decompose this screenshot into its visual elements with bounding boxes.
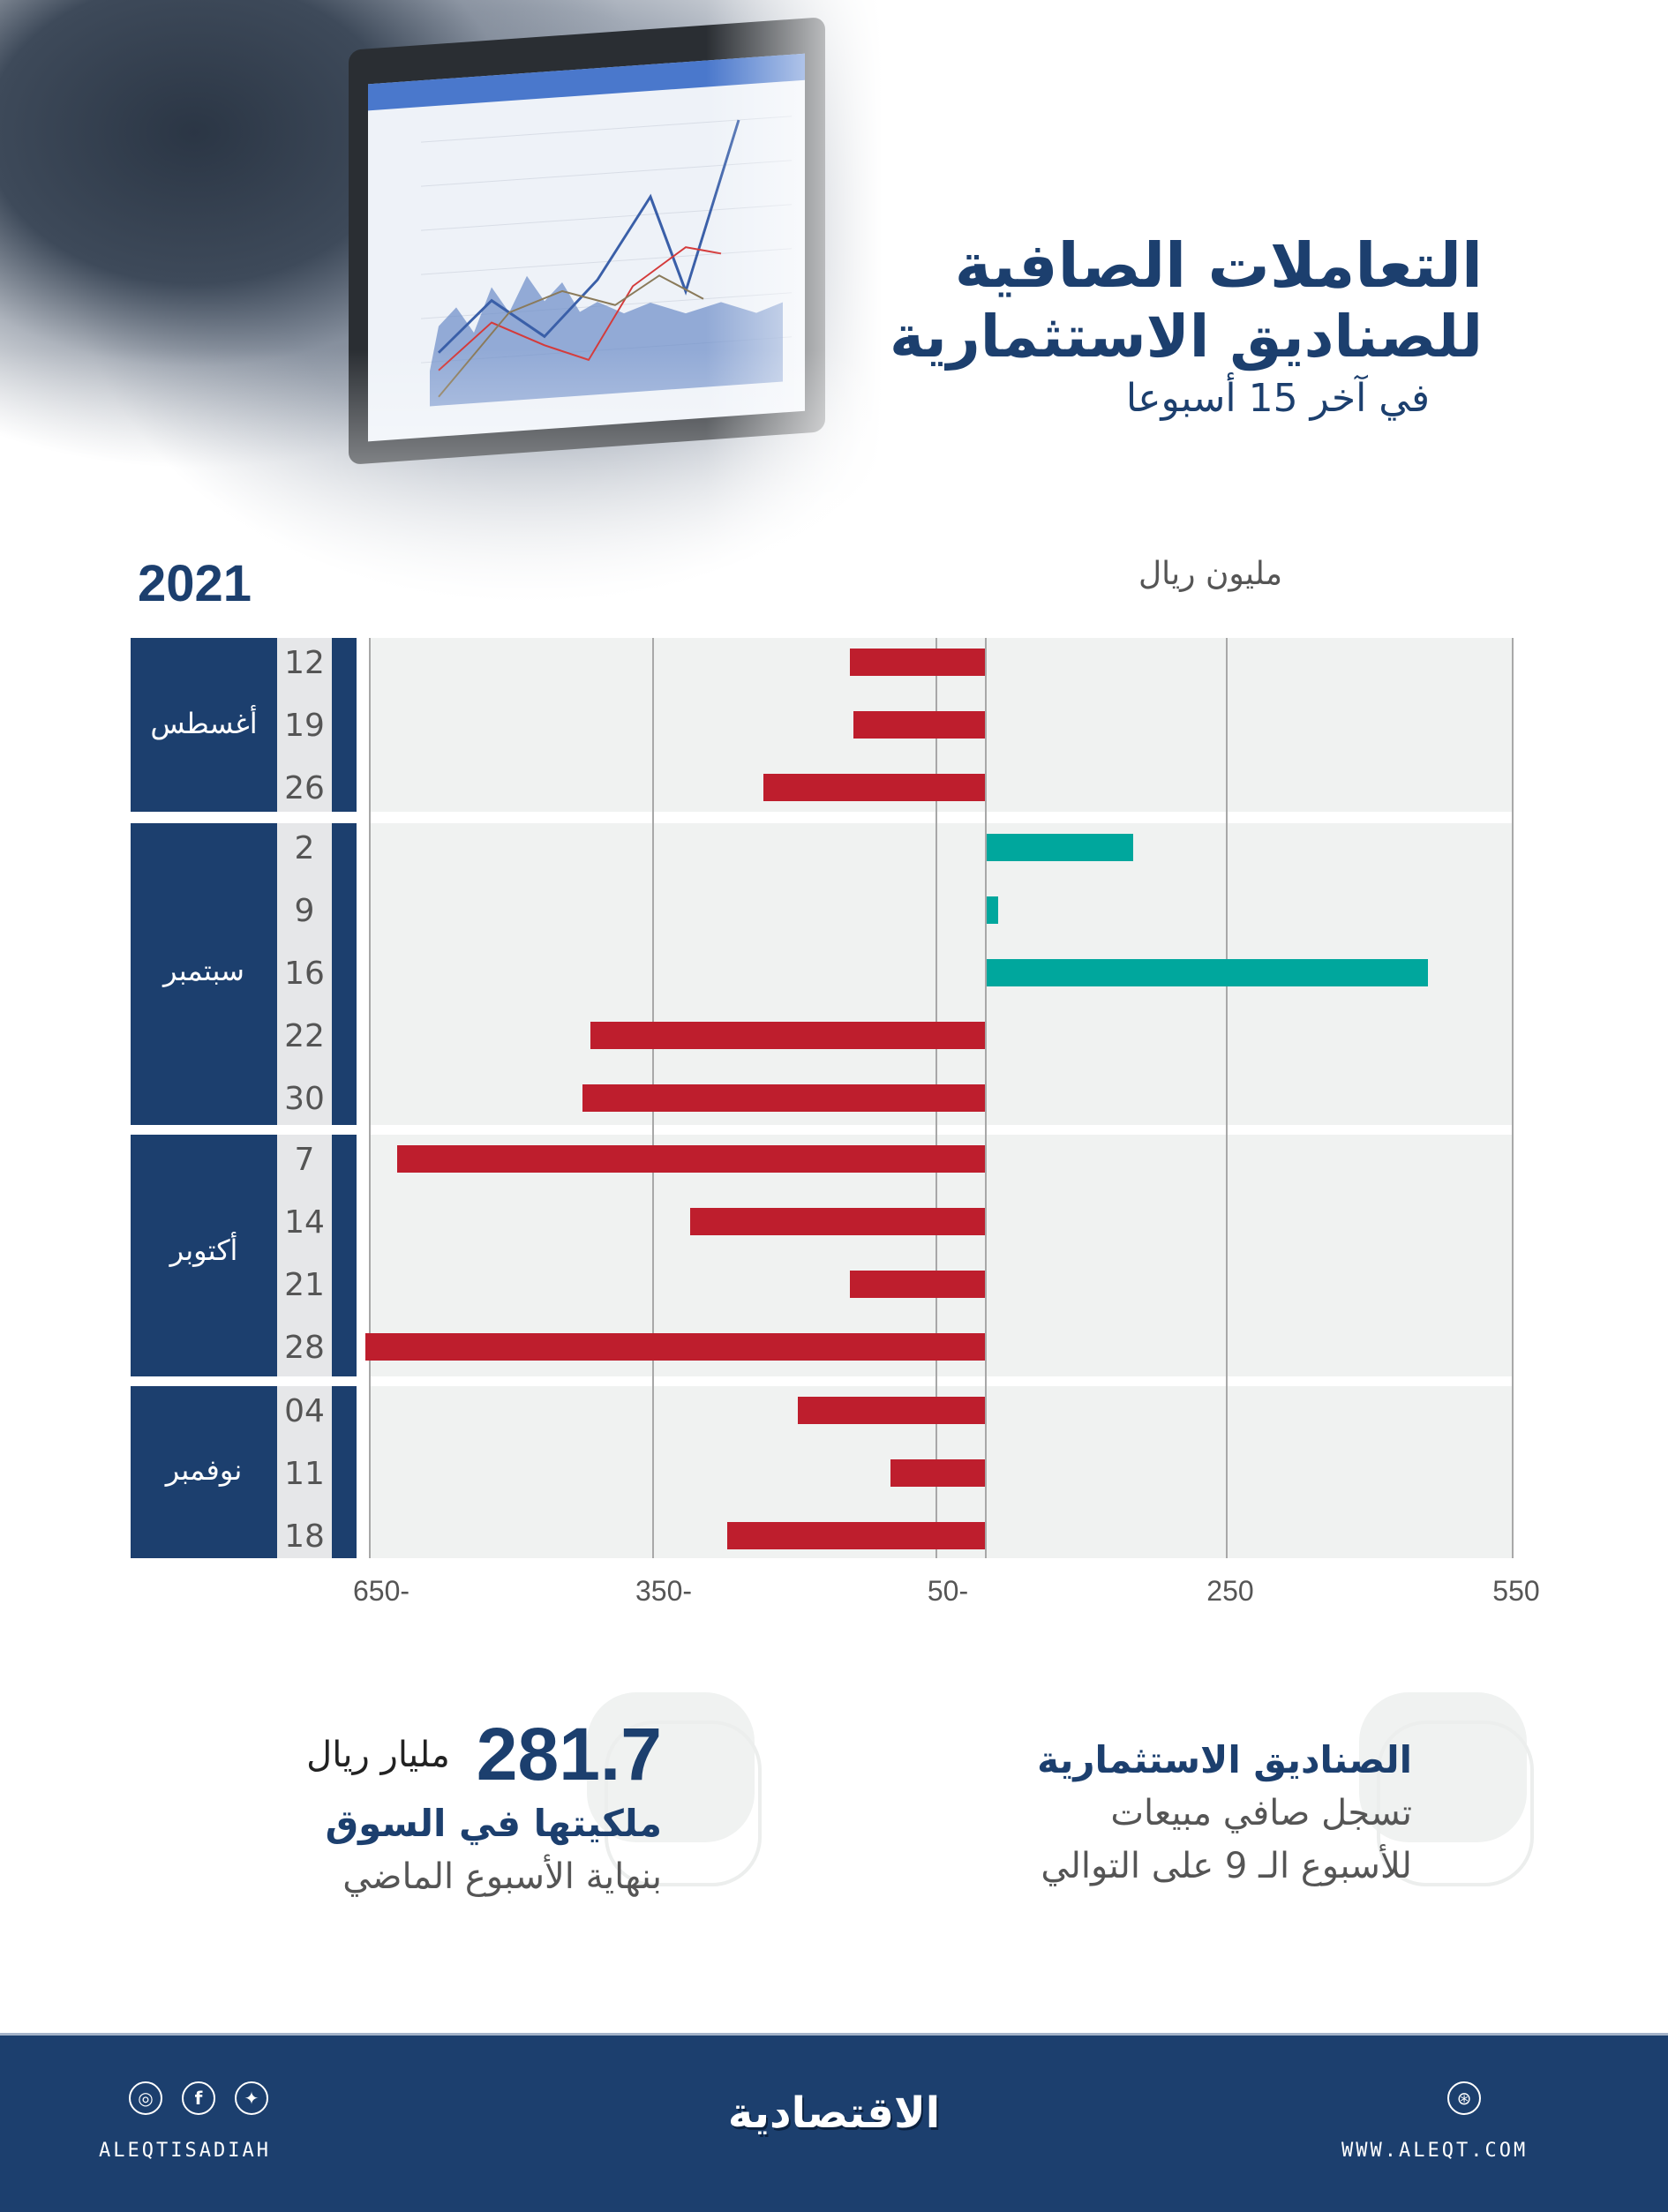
website-link[interactable]: WWW.ALEQT.COM: [1341, 2140, 1529, 2162]
month-block-nov: 04 11 18 نوفمبر: [131, 1386, 357, 1558]
date-label: 30: [284, 1081, 325, 1117]
bar-أكتوبر-14: [690, 1208, 985, 1235]
header-photo: [0, 0, 883, 635]
holdings-unit: مليار ريال: [306, 1734, 450, 1775]
date-label: 12: [284, 645, 325, 681]
date-label: 2: [294, 830, 315, 866]
date-label: 21: [284, 1267, 325, 1303]
fact-right: الصناديق الاستثمارية تسجل صافي مبيعات لل…: [1037, 1734, 1412, 1893]
bar-سبتمبر-9: [985, 896, 999, 924]
bar-نوفمبر-18: [727, 1522, 985, 1549]
unit-label: مليون ريال: [1138, 556, 1283, 592]
fact-left: 281.7 مليار ريال ملكيتها في السوق بنهاية…: [306, 1712, 662, 1903]
facebook-icon[interactable]: f: [182, 2081, 215, 2115]
date-label: 11: [284, 1456, 325, 1492]
bar-أغسطس-26: [763, 774, 985, 801]
fact-left-heading: ملكيتها في السوق: [325, 1802, 662, 1845]
web-icon[interactable]: ⊛: [1447, 2081, 1481, 2115]
twitter-icon[interactable]: ✦: [235, 2081, 268, 2115]
date-label: 18: [284, 1518, 325, 1555]
date-label: 14: [284, 1204, 325, 1241]
bar-سبتمبر-16: [985, 959, 1429, 986]
x-tick: 650-: [352, 1575, 410, 1607]
social-handle[interactable]: ALEQTISADIAH: [99, 2140, 271, 2162]
title-block: التعاملات الصافية للصناديق الاستثمارية ف…: [890, 229, 1483, 425]
bar-أكتوبر-21: [849, 1271, 985, 1298]
holdings-number: 281.7: [476, 1713, 662, 1796]
gridline: [1226, 638, 1228, 1558]
month-label: سبتمبر: [163, 954, 244, 987]
bar-نوفمبر-04: [798, 1397, 985, 1424]
x-tick: 250: [1206, 1575, 1254, 1607]
date-label: 19: [284, 708, 325, 744]
bar-نوفمبر-11: [890, 1459, 985, 1487]
date-label: 04: [284, 1393, 325, 1429]
fact-right-heading: الصناديق الاستثمارية: [1037, 1738, 1412, 1781]
bar-سبتمبر-2: [985, 834, 1134, 861]
x-tick: 550: [1492, 1575, 1540, 1607]
date-label: 26: [284, 770, 325, 806]
x-tick: 350-: [635, 1575, 693, 1607]
year-label: 2021: [138, 555, 252, 612]
month-label: نوفمبر: [165, 1453, 243, 1487]
card-decor: [1377, 1721, 1534, 1886]
gridline: [1512, 638, 1514, 1558]
instagram-icon[interactable]: ◎: [129, 2081, 162, 2115]
footer: ◎ f ✦ ALEQTISADIAH الاقتصادية ⊛ WWW.ALEQ…: [0, 2033, 1668, 2212]
title-line-2: للصناديق الاستثمارية: [890, 303, 1483, 371]
month-label: أكتوبر: [169, 1233, 238, 1267]
date-label: 9: [294, 893, 315, 929]
bar-أكتوبر-7: [396, 1145, 985, 1173]
month-block-oct: 7 14 21 28 أكتوبر: [131, 1135, 357, 1376]
zero-axis: [985, 638, 987, 1558]
bar-أكتوبر-28: [365, 1333, 985, 1361]
date-label: 28: [284, 1330, 325, 1366]
title-line-1: التعاملات الصافية: [954, 229, 1483, 302]
bar-سبتمبر-30: [582, 1084, 985, 1112]
fact-right-line2: للأسبوع الـ 9 على التوالي: [1041, 1846, 1412, 1886]
month-label: أغسطس: [150, 707, 258, 740]
bar-سبتمبر-22: [590, 1022, 985, 1049]
fact-left-line1: بنهاية الأسبوع الماضي: [342, 1856, 662, 1897]
gridline: [369, 638, 371, 1558]
date-label: 16: [284, 956, 325, 992]
date-label: 7: [294, 1142, 315, 1178]
month-block-sep: 2 9 16 22 30 سبتمبر: [131, 823, 357, 1125]
card-decor: [605, 1721, 762, 1886]
fact-right-line1: تسجل صافي مبيعات: [1110, 1793, 1412, 1833]
bar-أغسطس-19: [853, 711, 985, 739]
title-line-3: في آخر 15 أسبوعا: [1125, 376, 1430, 421]
bar-أغسطس-12: [849, 649, 985, 676]
brand-logo: الاقتصادية: [727, 2088, 941, 2138]
month-block-aug: 12 19 26 أغسطس: [131, 638, 357, 812]
x-tick: 50-: [927, 1575, 969, 1607]
date-label: 22: [284, 1018, 325, 1054]
